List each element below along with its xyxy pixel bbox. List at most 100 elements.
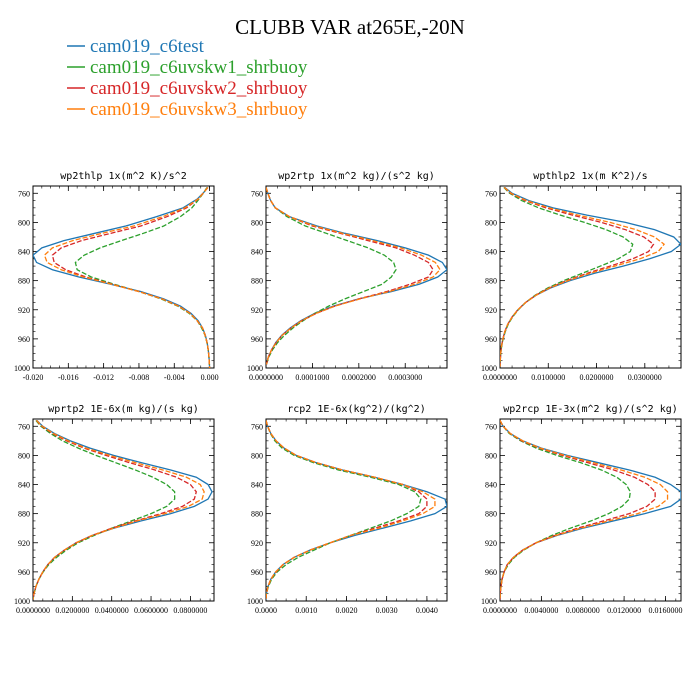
panel-title: wprtp2 1E-6x(m kg)/(s kg) xyxy=(48,404,199,415)
series-line-3 xyxy=(43,187,211,368)
series-line-1 xyxy=(74,187,211,368)
x-tick-label: 0.0200000 xyxy=(580,373,614,382)
x-tick-label: 0.0040000 xyxy=(524,606,558,615)
y-tick-label: 920 xyxy=(251,539,263,548)
y-tick-label: 960 xyxy=(18,335,30,344)
legend-label-3: cam019_c6uvskw3_shrbuoy xyxy=(90,99,308,120)
legend: cam019_c6testcam019_c6uvskw1_shrbuoycam0… xyxy=(67,36,308,120)
plot-frame xyxy=(499,185,682,369)
series-line-1 xyxy=(266,420,422,600)
x-tick-label: -0.012 xyxy=(93,373,114,382)
x-tick-label: 0.0300000 xyxy=(628,373,662,382)
y-tick-label: 800 xyxy=(251,451,263,460)
plot-frame xyxy=(265,418,448,602)
y-tick-label: 1000 xyxy=(14,597,30,606)
series-line-3 xyxy=(500,420,669,600)
figure-title: CLUBB VAR at265E,-20N xyxy=(235,15,465,39)
y-tick-label: 960 xyxy=(251,568,263,577)
x-tick-label: 0.0000000 xyxy=(16,606,50,615)
y-tick-label: 840 xyxy=(485,481,497,490)
series-line-3 xyxy=(266,187,441,365)
y-tick-label: 1000 xyxy=(247,364,263,373)
x-tick-label: 0.0200000 xyxy=(55,606,89,615)
x-tick-label: 0.000 xyxy=(201,373,219,382)
x-tick-label: 0.0080000 xyxy=(566,606,600,615)
x-tick-label: 0.0002000 xyxy=(342,373,376,382)
x-tick-label: 0.0120000 xyxy=(607,606,641,615)
chart-panels: wp2thlp 1x(m^2 K)/s^2 760 800 840 880 920 960 1… xyxy=(14,171,682,615)
panel-title: wp2rtp 1x(m^2 kg)/(s^2 kg) xyxy=(278,171,435,182)
legend-label-0: cam019_c6test xyxy=(90,36,205,57)
chart-panel-0: wp2thlp 1x(m^2 K)/s^2 760 800 840 880 920 960 1… xyxy=(14,171,219,382)
x-tick-label: 0.0000000 xyxy=(483,373,517,382)
y-tick-label: 880 xyxy=(485,510,497,519)
panel-title: rcp2 1E-6x(kg^2)/(kg^2) xyxy=(287,404,425,415)
y-tick-label: 760 xyxy=(251,422,263,431)
x-tick-label: 0.0040 xyxy=(416,606,438,615)
y-tick-label: 960 xyxy=(485,335,497,344)
x-tick-label: 0.0000000 xyxy=(483,606,517,615)
series-line-2 xyxy=(500,420,656,600)
series-line-0 xyxy=(500,420,681,600)
series-line-0 xyxy=(266,187,447,365)
series-line-0 xyxy=(500,186,681,367)
y-tick-label: 880 xyxy=(251,510,263,519)
y-tick-label: 920 xyxy=(485,306,497,315)
x-tick-label: -0.008 xyxy=(129,373,150,382)
y-tick-label: 1000 xyxy=(481,597,497,606)
x-tick-label: -0.016 xyxy=(58,373,79,382)
y-tick-label: 880 xyxy=(18,510,30,519)
series-line-2 xyxy=(266,420,428,600)
y-tick-label: 840 xyxy=(18,248,30,257)
y-tick-label: 800 xyxy=(251,218,263,227)
panel-title: wpthlp2 1x(m K^2)/s xyxy=(533,171,647,182)
series-line-2 xyxy=(51,187,211,368)
series-line-0 xyxy=(33,419,213,600)
y-tick-label: 840 xyxy=(18,481,30,490)
y-tick-label: 920 xyxy=(485,539,497,548)
panel-title: wp2rcp 1E-3x(m^2 kg)/(s^2 kg) xyxy=(503,404,678,415)
x-tick-label: 0.0000000 xyxy=(249,373,283,382)
series-line-1 xyxy=(266,187,397,365)
x-tick-label: 0.0030 xyxy=(376,606,398,615)
x-tick-label: -0.020 xyxy=(23,373,44,382)
x-tick-label: 0.0001000 xyxy=(295,373,329,382)
y-tick-label: 880 xyxy=(485,277,497,286)
series-line-1 xyxy=(500,187,634,367)
chart-panel-4: rcp2 1E-6x(kg^2)/(kg^2) 760 800 840 880 920 96… xyxy=(247,404,448,615)
series-line-3 xyxy=(266,420,436,600)
y-tick-label: 800 xyxy=(18,218,30,227)
x-tick-label: 0.0800000 xyxy=(173,606,207,615)
y-tick-label: 960 xyxy=(485,568,497,577)
y-tick-label: 880 xyxy=(251,277,263,286)
legend-label-2: cam019_c6uvskw2_shrbuoy xyxy=(90,78,308,99)
y-tick-label: 960 xyxy=(251,335,263,344)
y-tick-label: 1000 xyxy=(481,364,497,373)
x-tick-label: 0.0003000 xyxy=(388,373,422,382)
series-line-1 xyxy=(33,420,176,600)
y-tick-label: 760 xyxy=(18,189,30,198)
x-tick-label: 0.0100000 xyxy=(531,373,565,382)
plot-frame xyxy=(32,418,215,602)
plot-frame xyxy=(265,185,448,369)
series-line-1 xyxy=(500,420,631,600)
x-tick-label: 0.0020 xyxy=(335,606,357,615)
chart-panel-3: wprtp2 1E-6x(m kg)/(s kg) 760 800 840 880 920… xyxy=(14,404,215,615)
chart-panel-5: wp2rcp 1E-3x(m^2 kg)/(s^2 kg) 760 800 840 88… xyxy=(481,404,682,615)
series-line-3 xyxy=(500,186,666,367)
series-line-0 xyxy=(266,420,447,600)
chart-panel-1: wp2rtp 1x(m^2 kg)/(s^2 kg) 760 800 840 880 92… xyxy=(247,171,448,382)
legend-label-1: cam019_c6uvskw1_shrbuoy xyxy=(90,57,308,78)
y-tick-label: 1000 xyxy=(14,364,30,373)
y-tick-label: 1000 xyxy=(247,597,263,606)
plot-frame xyxy=(499,418,682,602)
y-tick-label: 840 xyxy=(485,248,497,257)
y-tick-label: 760 xyxy=(485,422,497,431)
y-tick-label: 920 xyxy=(18,306,30,315)
x-tick-label: 0.0000 xyxy=(255,606,277,615)
y-tick-label: 880 xyxy=(18,277,30,286)
y-tick-label: 960 xyxy=(18,568,30,577)
series-line-2 xyxy=(33,420,198,600)
plot-frame xyxy=(32,185,215,369)
y-tick-label: 760 xyxy=(18,422,30,431)
